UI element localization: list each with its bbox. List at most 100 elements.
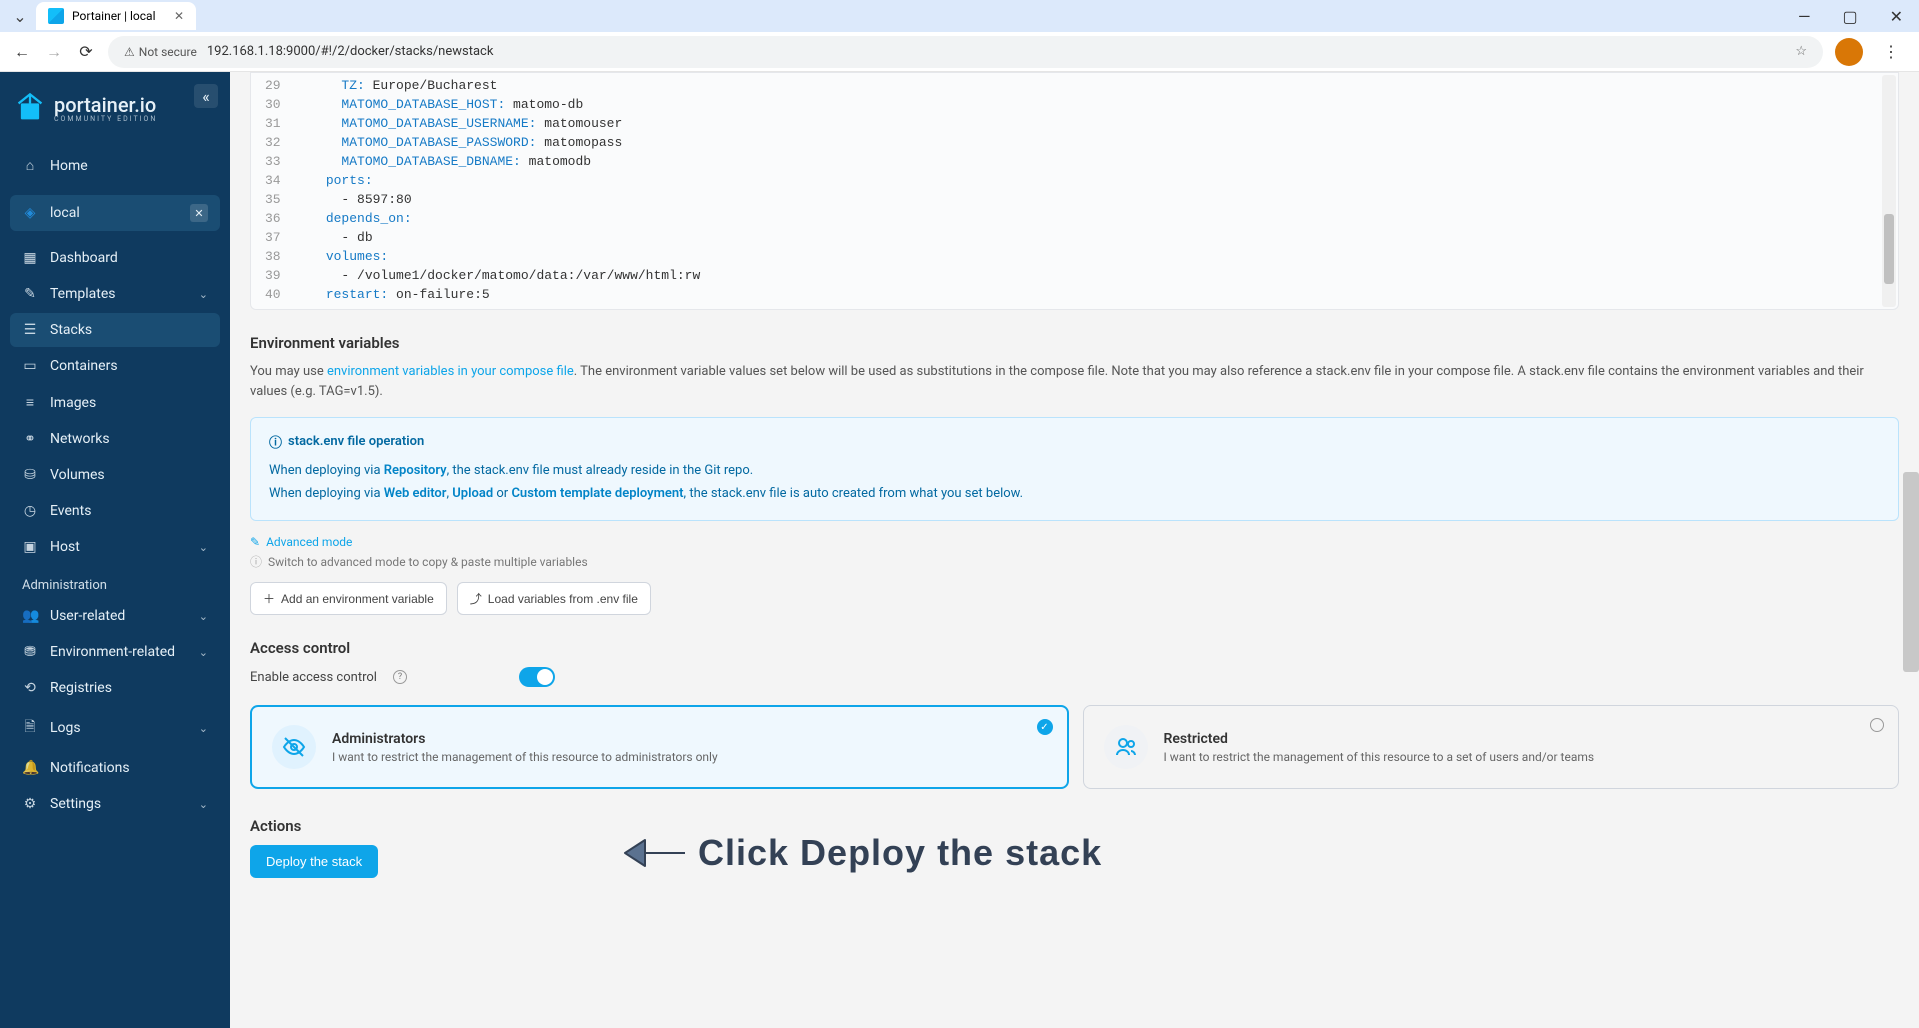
browser-titlebar: ⌄ Portainer | local ✕ — ▢ ✕ — [0, 0, 1919, 32]
docker-icon: ◈ — [22, 205, 38, 221]
profile-avatar[interactable] — [1835, 38, 1863, 66]
browser-toolbar: ← → ⟳ ⚠ Not secure 192.168.1.18:9000/#!/… — [0, 32, 1919, 72]
env-vars-doc-link[interactable]: environment variables in your compose fi… — [327, 364, 574, 379]
back-icon[interactable]: ← — [12, 42, 32, 62]
logo[interactable]: portainer.io COMMUNITY EDITION — [10, 84, 220, 132]
users-group-icon — [1104, 725, 1148, 769]
users-icon: 👥 — [22, 608, 38, 624]
events-icon: ◷ — [22, 503, 38, 519]
hint-icon: ⓘ — [250, 553, 262, 570]
sidebar: « portainer.io COMMUNITY EDITION ⌂ Home … — [0, 72, 230, 1028]
tab-title: Portainer | local — [72, 9, 156, 23]
sidebar-item-environment-related[interactable]: ⛃ Environment-related ⌄ — [10, 635, 220, 669]
scrollbar-thumb[interactable] — [1884, 214, 1894, 284]
close-tab-icon[interactable]: ✕ — [174, 9, 184, 23]
registries-icon: ⟲ — [22, 680, 38, 696]
access-option-restricted[interactable]: Restricted I want to restrict the manage… — [1083, 705, 1900, 789]
help-icon[interactable]: ? — [393, 670, 407, 684]
bell-icon: 🔔 — [22, 760, 38, 776]
chevron-down-icon: ⌄ — [199, 722, 208, 735]
access-option-admins[interactable]: Administrators I want to restrict the ma… — [250, 705, 1069, 789]
sidebar-item-settings[interactable]: ⚙ Settings ⌄ — [10, 787, 220, 821]
chevron-down-icon: ⌄ — [199, 646, 208, 659]
home-icon: ⌂ — [22, 157, 38, 174]
sidebar-item-environment[interactable]: ◈ local ✕ — [10, 195, 220, 231]
address-bar[interactable]: ⚠ Not secure 192.168.1.18:9000/#!/2/dock… — [108, 36, 1823, 68]
kebab-menu-icon[interactable]: ⋮ — [1875, 42, 1907, 61]
images-icon: ≡ — [22, 394, 38, 411]
page-scrollbar[interactable] — [1903, 472, 1919, 672]
dashboard-icon: ▦ — [22, 250, 38, 266]
sidebar-item-registries[interactable]: ⟲ Registries — [10, 671, 220, 705]
containers-icon: ▭ — [22, 358, 38, 374]
info-line-1: When deploying via Repository, the stack… — [269, 461, 1880, 481]
gear-icon: ⚙ — [22, 796, 38, 812]
stack-env-info-box: ⓘ stack.env file operation When deployin… — [250, 417, 1899, 521]
portainer-logo-icon — [16, 92, 44, 124]
editor-lines[interactable]: TZ: Europe/Bucharest MATOMO_DATABASE_HOS… — [295, 77, 1898, 305]
upload-icon: ⤴ — [470, 590, 482, 607]
templates-icon: ✎ — [22, 286, 38, 302]
sidebar-item-volumes[interactable]: ⛁ Volumes — [10, 458, 220, 492]
volumes-icon: ⛁ — [22, 467, 38, 483]
url-text: 192.168.1.18:9000/#!/2/docker/stacks/new… — [207, 44, 494, 59]
annotation-text: Click Deploy the stack — [698, 832, 1102, 874]
sidebar-item-events[interactable]: ◷ Events — [10, 494, 220, 528]
host-icon: ▣ — [22, 539, 38, 555]
app-container: « portainer.io COMMUNITY EDITION ⌂ Home … — [0, 72, 1919, 1028]
deploy-stack-button[interactable]: Deploy the stack — [250, 845, 378, 878]
info-box-title: ⓘ stack.env file operation — [269, 432, 1880, 451]
eye-off-icon — [272, 725, 316, 769]
forward-icon: → — [44, 42, 64, 62]
sidebar-item-logs[interactable]: 🗎 Logs ⌄ — [10, 707, 220, 749]
radio-badge-icon — [1870, 718, 1884, 732]
advanced-hint-row: ⓘ Switch to advanced mode to copy & past… — [250, 553, 1899, 570]
restricted-option-title: Restricted — [1164, 731, 1595, 747]
sidebar-item-notifications[interactable]: 🔔 Notifications — [10, 751, 220, 785]
add-env-var-button[interactable]: ＋ Add an environment variable — [250, 582, 447, 615]
chevron-down-icon: ⌄ — [199, 610, 208, 623]
sidebar-item-containers[interactable]: ▭ Containers — [10, 349, 220, 383]
close-window-icon[interactable]: ✕ — [1882, 3, 1911, 30]
sidebar-item-host[interactable]: ▣ Host ⌄ — [10, 530, 220, 564]
editor-gutter: 293031323334353637383940 — [251, 77, 295, 305]
collapse-sidebar-icon[interactable]: « — [194, 84, 218, 108]
admin-section-label: Administration — [10, 566, 220, 599]
window-controls: — ▢ ✕ — [1790, 3, 1911, 30]
sidebar-item-networks[interactable]: ⚭ Networks — [10, 422, 220, 456]
admin-option-desc: I want to restrict the management of thi… — [332, 750, 718, 764]
tutorial-annotation: Click Deploy the stack — [620, 828, 1899, 878]
sidebar-item-templates[interactable]: ✎ Templates ⌄ — [10, 277, 220, 311]
info-icon: ⓘ — [269, 432, 282, 451]
chevron-down-icon: ⌄ — [199, 541, 208, 554]
load-env-file-button[interactable]: ⤴ Load variables from .env file — [457, 582, 651, 615]
maximize-icon[interactable]: ▢ — [1834, 3, 1865, 30]
bookmark-icon[interactable]: ☆ — [1795, 44, 1807, 59]
sidebar-item-stacks[interactable]: ☰ Stacks — [10, 313, 220, 347]
compose-editor[interactable]: 293031323334353637383940 TZ: Europe/Buch… — [250, 72, 1899, 310]
chevron-down-icon: ⌄ — [199, 798, 208, 811]
close-env-icon[interactable]: ✕ — [190, 204, 208, 222]
reload-icon[interactable]: ⟳ — [76, 42, 96, 61]
sidebar-item-home[interactable]: ⌂ Home — [10, 148, 220, 183]
environment-icon: ⛃ — [22, 644, 38, 660]
editor-scrollbar[interactable] — [1882, 75, 1896, 307]
advanced-mode-row: ✎ Advanced mode — [250, 535, 1899, 549]
browser-tab[interactable]: Portainer | local ✕ — [36, 2, 196, 30]
access-toggle-row: Enable access control ? — [250, 667, 1899, 687]
tabs-dropdown-icon[interactable]: ⌄ — [8, 4, 32, 28]
sidebar-item-dashboard[interactable]: ▦ Dashboard — [10, 241, 220, 275]
access-control-toggle[interactable] — [519, 667, 555, 687]
minimize-icon[interactable]: — — [1790, 3, 1819, 30]
env-buttons-row: ＋ Add an environment variable ⤴ Load var… — [250, 582, 1899, 615]
sidebar-item-images[interactable]: ≡ Images — [10, 385, 220, 420]
favicon-icon — [48, 8, 64, 24]
advanced-mode-link[interactable]: Advanced mode — [266, 535, 352, 549]
logs-icon: 🗎 — [22, 716, 38, 740]
security-chip[interactable]: ⚠ Not secure — [124, 45, 197, 59]
sidebar-item-users[interactable]: 👥 User-related ⌄ — [10, 599, 220, 633]
advanced-hint: Switch to advanced mode to copy & paste … — [268, 555, 588, 569]
chevron-down-icon: ⌄ — [199, 288, 208, 301]
logo-text: portainer.io — [54, 93, 157, 117]
access-control-title: Access control — [250, 639, 1899, 657]
